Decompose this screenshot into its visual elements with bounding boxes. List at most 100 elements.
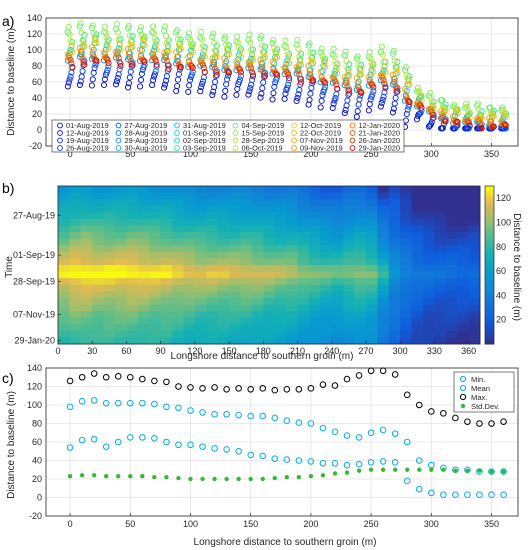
heatmap-cell: [445, 291, 458, 299]
heatmap-cell: [274, 278, 287, 286]
heatmap-cell: [263, 284, 276, 292]
heatmap-cell: [251, 265, 264, 272]
heatmap-cell: [80, 192, 93, 200]
panel-a-marker: [149, 53, 157, 60]
panel-a-marker: [442, 107, 449, 114]
panel-a-marker: [450, 113, 457, 120]
heatmap-cell: [92, 212, 105, 220]
heatmap-cell: [377, 205, 390, 213]
heatmap-cell: [297, 311, 310, 319]
heatmap-cell: [343, 324, 355, 332]
heatmap-cell: [58, 278, 70, 286]
panel-a-marker: [140, 37, 147, 45]
panel-a-marker: [225, 69, 232, 76]
panel-c-marker: [104, 474, 109, 479]
panel-c-marker: [259, 452, 267, 460]
heatmap-cell: [411, 199, 424, 207]
panel-c-marker: [283, 417, 291, 425]
heatmap-cell: [468, 271, 481, 279]
panel-a-marker: [330, 45, 337, 53]
heatmap-cell: [115, 225, 127, 233]
heatmap-cell: [286, 225, 298, 233]
heatmap-cell: [194, 192, 207, 200]
heatmap-cell: [172, 186, 184, 193]
colorbar-segment: [485, 331, 494, 335]
panel-b-xlabel: Longshore distance to southern groin (m): [171, 351, 354, 362]
heatmap-cell: [457, 225, 469, 233]
colorbar-tick-label: 120: [496, 193, 511, 203]
heatmap-cell: [115, 304, 127, 312]
panel-b-label: b): [2, 180, 14, 196]
heatmap-cell: [80, 212, 93, 220]
heatmap-cell: [274, 225, 287, 233]
panel-a-marker: [93, 40, 100, 47]
panel-c-marker: [102, 373, 110, 381]
colorbar-segment: [485, 265, 494, 268]
heatmap-cell: [251, 218, 264, 226]
panel-a-marker: [105, 59, 112, 67]
heatmap-cell: [377, 199, 390, 207]
panel-a-marker: [89, 22, 96, 29]
heatmap-cell: [115, 265, 127, 272]
heatmap-cell: [80, 218, 93, 226]
heatmap-cell: [297, 212, 310, 220]
heatmap-cell: [365, 232, 378, 240]
panel-a-marker: [298, 79, 305, 86]
panel-a-marker: [125, 22, 132, 29]
heatmap-cell: [183, 330, 196, 338]
panel-c-marker: [78, 436, 86, 444]
panel-c-marker: [464, 418, 471, 425]
panel-a-marker: [354, 53, 361, 60]
heatmap-cell: [251, 258, 264, 266]
panel-c-marker: [332, 471, 338, 476]
heatmap-cell: [80, 317, 93, 325]
heatmap-cell: [229, 317, 241, 325]
panel-a-marker: [100, 49, 108, 56]
heatmap-cell: [206, 304, 219, 312]
panel-a-legend-label: 27-Aug-2019: [125, 121, 168, 130]
heatmap-cell: [411, 251, 424, 259]
panel-a-marker: [454, 118, 461, 126]
heatmap-cell: [194, 265, 207, 272]
heatmap-cell: [445, 271, 458, 279]
heatmap-cell: [194, 330, 207, 338]
heatmap-cell: [240, 199, 253, 207]
heatmap-cell: [365, 330, 378, 338]
heatmap-cell: [354, 311, 367, 319]
panel-c-marker: [295, 457, 303, 464]
heatmap-cell: [115, 271, 127, 279]
heatmap-cell: [137, 251, 150, 259]
heatmap-cell: [388, 311, 401, 319]
heatmap-cell: [365, 271, 378, 279]
heatmap-cell: [229, 304, 241, 312]
heatmap-cell: [377, 212, 390, 220]
panel-c-marker: [79, 473, 85, 478]
heatmap-cell: [377, 271, 390, 279]
panel-a-marker: [502, 122, 509, 129]
panel-a-marker: [139, 35, 146, 42]
heatmap-cell: [286, 251, 298, 259]
panel-a-marker: [162, 23, 169, 30]
heatmap-cell: [58, 258, 70, 266]
heatmap-cell: [58, 330, 70, 338]
panel-a-marker: [162, 32, 170, 39]
heatmap-cell: [217, 311, 230, 319]
panel-c-chart: 0 50 100 150 200 250 300 350-200204060801001201…: [27, 363, 519, 529]
heatmap-cell: [69, 278, 82, 286]
panel-a-marker: [224, 67, 231, 74]
heatmap-cell: [251, 271, 264, 279]
heatmap-cell: [69, 337, 82, 345]
heatmap-cell: [468, 218, 481, 226]
heatmap-cell: [274, 186, 287, 193]
panel-c-xtick-label: 350: [484, 519, 499, 529]
heatmap-cell: [343, 330, 355, 338]
panel-a-marker: [341, 52, 348, 59]
heatmap-cell: [80, 186, 93, 193]
heatmap-cell: [388, 245, 401, 253]
heatmap-cell: [400, 205, 412, 213]
panel-a-marker: [149, 23, 157, 30]
heatmap-cell: [80, 271, 93, 279]
panel-c-marker: [355, 434, 363, 441]
panel-a-ytick-label: 40: [32, 93, 42, 103]
panel-b-xtick-label: 300: [393, 346, 408, 356]
